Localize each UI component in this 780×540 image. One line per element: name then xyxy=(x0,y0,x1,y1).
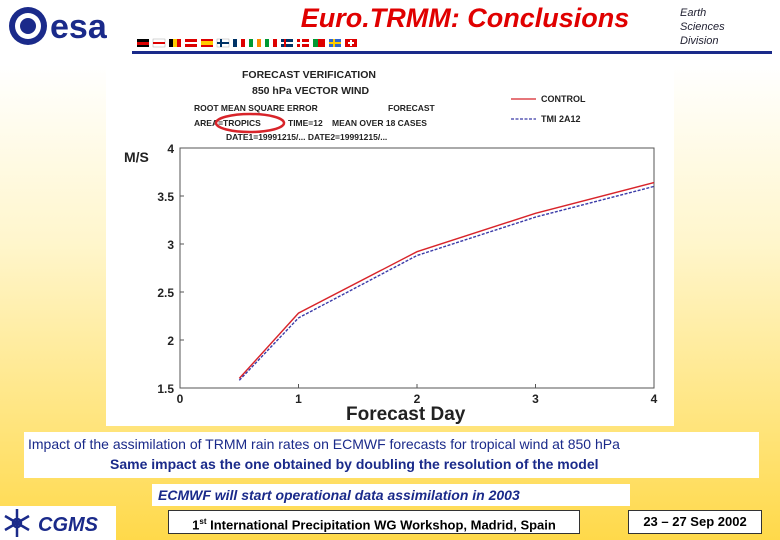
x-tick-label: 3 xyxy=(532,392,539,406)
header-line-area: AREA=TROPICS xyxy=(194,118,261,128)
series-line-tmi-2a12 xyxy=(238,185,655,381)
division-division: Division xyxy=(680,35,719,47)
caption-box: Impact of the assimilation of TRMM rain … xyxy=(24,432,759,478)
x-axis-label: Forecast Day xyxy=(346,404,466,425)
y-tick-label: 4 xyxy=(167,142,174,156)
y-tick-marks xyxy=(180,147,184,389)
chart-legend: CONTROL TMI 2A12 xyxy=(511,94,586,124)
chart-header: FORECAST VERIFICATION 850 hPa VECTOR WIN… xyxy=(194,69,436,142)
cgms-logo: CGMS xyxy=(0,506,116,540)
division-sciences: Sciences xyxy=(680,21,725,33)
header-line-rmse: ROOT MEAN SQUARE ERROR xyxy=(194,103,318,113)
x-tick-marks xyxy=(179,384,655,388)
y-tick-label: 2 xyxy=(167,334,174,348)
y-tick-label: 1.5 xyxy=(157,382,174,396)
cgms-symbol-icon xyxy=(4,509,30,537)
esa-logo: esa xyxy=(9,7,108,46)
header-line-time: TIME=12 xyxy=(288,118,323,128)
legend-label-control: CONTROL xyxy=(541,94,586,104)
workshop-ordinal-suffix: st xyxy=(199,517,207,526)
flag-strip xyxy=(137,38,357,48)
header-line-forecast: FORECAST xyxy=(388,103,436,113)
header-rule xyxy=(132,51,772,54)
x-tick-label: 2 xyxy=(414,392,421,406)
header-line-dates: DATE1=19991215/... DATE2=19991215/... xyxy=(226,132,387,142)
x-tick-label: 1 xyxy=(295,392,302,406)
plot-area xyxy=(179,147,655,389)
division-earth: Earth xyxy=(680,7,707,19)
member-flags xyxy=(137,38,357,48)
y-tick-labels: 1.5 2 2.5 3 3.5 4 xyxy=(157,142,174,396)
x-tick-label: 4 xyxy=(651,392,658,406)
x-tick-labels: 0 1 2 3 4 xyxy=(177,392,658,406)
legend-label-tmi: TMI 2A12 xyxy=(541,114,581,124)
page-title: Euro.TRMM: Conclusions xyxy=(300,3,630,33)
forecast-verification-chart: FORECAST VERIFICATION 850 hPa VECTOR WIN… xyxy=(106,62,674,426)
division-label: Earth Sciences Division xyxy=(680,6,725,48)
caption-resolution: Same impact as the one obtained by doubl… xyxy=(110,456,599,472)
ecmwf-note: ECMWF will start operational data assimi… xyxy=(152,484,630,506)
svg-text:esa: esa xyxy=(50,8,108,46)
y-tick-label: 2.5 xyxy=(157,286,174,300)
x-tick-label: 0 xyxy=(177,392,184,406)
series-line-control xyxy=(238,181,655,379)
header-line-verification: FORECAST VERIFICATION xyxy=(242,69,376,81)
workshop-ordinal: 1 xyxy=(192,517,200,533)
y-tick-label: 3.5 xyxy=(157,190,174,204)
y-axis-label: M/S xyxy=(124,149,149,165)
workshop-label: 1st International Precipitation WG Works… xyxy=(168,510,580,534)
y-tick-label: 3 xyxy=(167,238,174,252)
caption-impact: Impact of the assimilation of TRMM rain … xyxy=(28,436,620,452)
workshop-title: International Precipitation WG Workshop,… xyxy=(206,517,556,533)
workshop-dates: 23 – 27 Sep 2002 xyxy=(628,510,762,534)
header-line-wind: 850 hPa VECTOR WIND xyxy=(252,85,370,97)
header-line-cases: MEAN OVER 18 CASES xyxy=(332,118,427,128)
svg-text:CGMS: CGMS xyxy=(38,514,99,536)
tropics-highlight-ellipse xyxy=(214,112,286,134)
series-lines xyxy=(238,181,655,381)
